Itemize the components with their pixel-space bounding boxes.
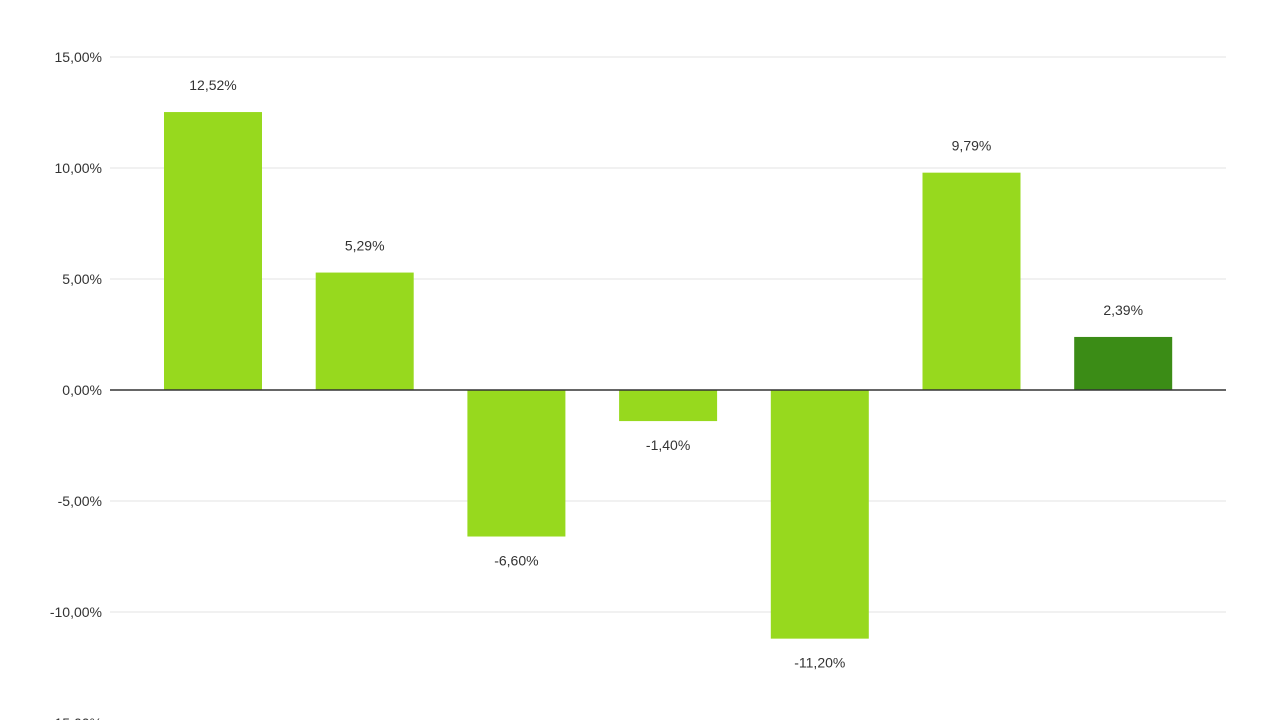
data-label: -6,60% xyxy=(494,553,538,569)
data-label: 9,79% xyxy=(952,138,992,154)
bar-layer xyxy=(164,112,1173,639)
bar xyxy=(619,390,718,422)
bar xyxy=(770,390,869,639)
data-label: -11,20% xyxy=(794,655,845,671)
y-tick-label: -15,00% xyxy=(50,715,102,720)
bar xyxy=(922,172,1021,390)
grid-layer xyxy=(110,56,1226,613)
y-tick-label: 10,00% xyxy=(55,160,102,176)
data-label: 12,52% xyxy=(189,77,236,93)
data-label: 5,29% xyxy=(345,238,385,254)
bar xyxy=(315,272,414,390)
bar xyxy=(467,390,566,537)
y-tick-label: 15,00% xyxy=(55,49,102,65)
bar xyxy=(164,112,262,390)
y-tick-label: -5,00% xyxy=(58,493,102,509)
data-label: 2,39% xyxy=(1103,302,1143,318)
bar xyxy=(1074,336,1173,390)
y-tick-label: 0,00% xyxy=(62,382,102,398)
axis-layer: 15,00% 10,00% 5,00% 0,00% -5,00% -10,00% -15,0… xyxy=(50,49,1226,720)
y-tick-label: -10,00% xyxy=(50,604,102,620)
label-layer: 12,52% 5,29% -6,60% -1,40% -11,20% 9,79% 2,39% xyxy=(189,77,1143,671)
y-tick-label: 5,00% xyxy=(62,271,102,287)
data-label: -1,40% xyxy=(646,437,690,453)
